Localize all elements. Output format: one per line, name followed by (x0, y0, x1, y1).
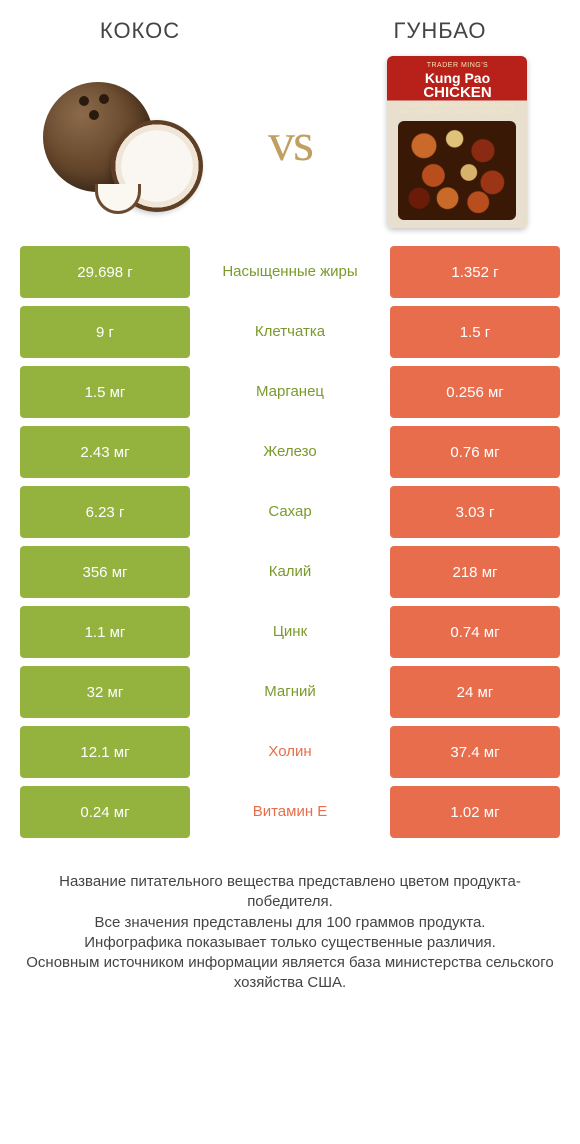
table-row: 12.1 мгХолин37.4 мг (20, 726, 560, 778)
coconut-illustration (43, 72, 203, 212)
left-value: 12.1 мг (20, 726, 190, 778)
left-product-image (40, 60, 205, 225)
table-row: 1.5 мгМарганец0.256 мг (20, 366, 560, 418)
right-value: 0.76 мг (390, 426, 560, 478)
table-row: 9 гКлетчатка1.5 г (20, 306, 560, 358)
package-title-2: CHICKEN (423, 85, 491, 100)
nutrient-label: Железо (202, 426, 378, 478)
comparison-table: 29.698 гНасыщенные жиры1.352 г 9 гКлетчат… (0, 246, 580, 838)
left-value: 356 мг (20, 546, 190, 598)
right-value: 1.5 г (390, 306, 560, 358)
vs-label: vs (268, 111, 312, 173)
table-row: 6.23 гСахар3.03 г (20, 486, 560, 538)
package-title-1: Kung Pao (425, 71, 490, 85)
right-value: 0.256 мг (390, 366, 560, 418)
right-value: 0.74 мг (390, 606, 560, 658)
nutrient-label: Калий (202, 546, 378, 598)
right-value: 1.02 мг (390, 786, 560, 838)
table-row: 0.24 мгВитамин E1.02 мг (20, 786, 560, 838)
left-value: 1.1 мг (20, 606, 190, 658)
footer-line-4: Основным источником информации является … (26, 954, 553, 991)
table-row: 29.698 гНасыщенные жиры1.352 г (20, 246, 560, 298)
footer-line-3: Инфографика показывает только существенн… (84, 934, 496, 951)
footer-line-2: Все значения представлены для 100 граммо… (95, 914, 486, 931)
nutrient-label: Цинк (202, 606, 378, 658)
nutrient-label: Марганец (202, 366, 378, 418)
right-value: 37.4 мг (390, 726, 560, 778)
package-food-photo (398, 121, 516, 220)
left-value: 6.23 г (20, 486, 190, 538)
table-row: 2.43 мгЖелезо0.76 мг (20, 426, 560, 478)
footer-note: Название питательного вещества представл… (0, 846, 580, 994)
package-desc: A Spicy Dish of Tender Pieces of Chicken… (395, 103, 519, 115)
table-row: 32 мгМагний24 мг (20, 666, 560, 718)
left-value: 0.24 мг (20, 786, 190, 838)
nutrient-label: Насыщенные жиры (202, 246, 378, 298)
nutrient-label: Холин (202, 726, 378, 778)
left-value: 9 г (20, 306, 190, 358)
left-value: 2.43 мг (20, 426, 190, 478)
package-brand: TRADER MING'S (427, 62, 489, 69)
nutrient-label: Сахар (202, 486, 378, 538)
kungpao-package: TRADER MING'S Kung Pao CHICKEN A Spicy D… (387, 56, 527, 228)
header: КОКОС ГУНБАО (0, 0, 580, 56)
footer-line-1: Название питательного вещества представл… (59, 873, 521, 910)
hero: vs TRADER MING'S Kung Pao CHICKEN A Spic… (0, 56, 580, 246)
right-product-image: TRADER MING'S Kung Pao CHICKEN A Spicy D… (375, 60, 540, 225)
right-value: 218 мг (390, 546, 560, 598)
nutrient-label: Клетчатка (202, 306, 378, 358)
left-value: 32 мг (20, 666, 190, 718)
right-value: 3.03 г (390, 486, 560, 538)
right-product-title: ГУНБАО (340, 18, 540, 44)
nutrient-label: Магний (202, 666, 378, 718)
right-value: 24 мг (390, 666, 560, 718)
table-row: 356 мгКалий218 мг (20, 546, 560, 598)
right-value: 1.352 г (390, 246, 560, 298)
left-product-title: КОКОС (40, 18, 240, 44)
left-value: 1.5 мг (20, 366, 190, 418)
table-row: 1.1 мгЦинк0.74 мг (20, 606, 560, 658)
left-value: 29.698 г (20, 246, 190, 298)
nutrient-label: Витамин E (202, 786, 378, 838)
